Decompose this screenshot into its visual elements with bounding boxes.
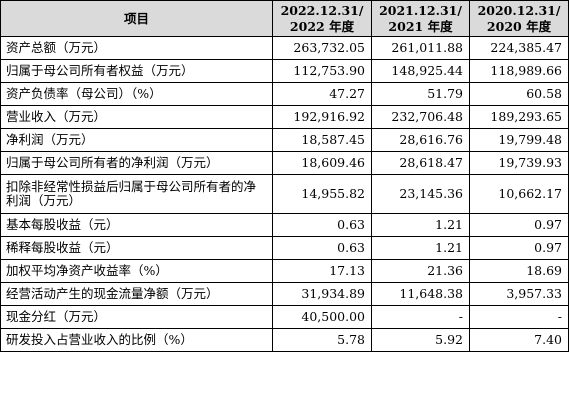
table-row: 稀释每股收益（元） 0.63 1.21 0.97 xyxy=(0,236,569,260)
row-value-2020: 19,799.48 xyxy=(469,128,569,152)
header-col-2020-date: 2020.12.31/ xyxy=(477,2,561,18)
row-value-2021: 23,145.36 xyxy=(371,174,470,214)
header-col-2020: 2020.12.31/ 2020 年度 xyxy=(469,0,569,37)
row-value-2020: 189,293.65 xyxy=(469,105,569,129)
row-label: 扣除非经常性损益后归属于母公司所有者的净利润（万元） xyxy=(0,174,273,214)
table-header-row: 项目 2022.12.31/ 2022 年度 2021.12.31/ 2021 … xyxy=(0,0,569,37)
table-row: 净利润（万元） 18,587.45 28,616.76 19,799.48 xyxy=(0,128,569,152)
row-value-2021: 11,648.38 xyxy=(371,282,470,306)
row-label: 基本每股收益（元） xyxy=(0,213,273,237)
table-row: 基本每股收益（元） 0.63 1.21 0.97 xyxy=(0,213,569,237)
row-value-2021: 261,011.88 xyxy=(371,36,470,60)
row-value-2022: 31,934.89 xyxy=(272,282,372,306)
row-value-2020: 7.40 xyxy=(469,328,569,352)
header-col-2022-date: 2022.12.31/ xyxy=(280,2,364,18)
row-value-2021: 1.21 xyxy=(371,213,470,237)
row-value-2020: 60.58 xyxy=(469,82,569,106)
table-row: 现金分红（万元） 40,500.00 - - xyxy=(0,305,569,329)
financial-summary-table: 项目 2022.12.31/ 2022 年度 2021.12.31/ 2021 … xyxy=(0,0,569,352)
row-value-2020: 18.69 xyxy=(469,259,569,283)
row-value-2021: 51.79 xyxy=(371,82,470,106)
row-value-2022: 18,587.45 xyxy=(272,128,372,152)
row-value-2022: 47.27 xyxy=(272,82,372,106)
row-value-2020: - xyxy=(469,305,569,329)
row-value-2022: 112,753.90 xyxy=(272,59,372,83)
row-value-2020: 10,662.17 xyxy=(469,174,569,214)
table-row: 资产负债率（母公司）（%） 47.27 51.79 60.58 xyxy=(0,82,569,106)
table-row: 营业收入（万元） 192,916.92 232,706.48 189,293.6… xyxy=(0,105,569,129)
row-value-2021: 21.36 xyxy=(371,259,470,283)
table-row: 归属于母公司所有者权益（万元） 112,753.90 148,925.44 11… xyxy=(0,59,569,83)
row-value-2021: 5.92 xyxy=(371,328,470,352)
row-value-2022: 192,916.92 xyxy=(272,105,372,129)
row-value-2021: 232,706.48 xyxy=(371,105,470,129)
row-label: 资产负债率（母公司）（%） xyxy=(0,82,273,106)
table-row: 研发投入占营业收入的比例（%） 5.78 5.92 7.40 xyxy=(0,328,569,352)
row-label: 经营活动产生的现金流量净额（万元） xyxy=(0,282,273,306)
row-value-2020: 3,957.33 xyxy=(469,282,569,306)
row-value-2020: 118,989.66 xyxy=(469,59,569,83)
row-value-2020: 19,739.93 xyxy=(469,151,569,175)
table-row: 资产总额（万元） 263,732.05 261,011.88 224,385.4… xyxy=(0,36,569,60)
header-col-2020-year: 2020 年度 xyxy=(486,18,552,34)
row-value-2021: 148,925.44 xyxy=(371,59,470,83)
row-label: 加权平均净资产收益率（%） xyxy=(0,259,273,283)
row-value-2022: 18,609.46 xyxy=(272,151,372,175)
row-label: 归属于母公司所有者的净利润（万元） xyxy=(0,151,273,175)
header-item: 项目 xyxy=(0,0,273,37)
row-label: 稀释每股收益（元） xyxy=(0,236,273,260)
row-value-2022: 5.78 xyxy=(272,328,372,352)
row-value-2022: 0.63 xyxy=(272,213,372,237)
row-value-2022: 17.13 xyxy=(272,259,372,283)
table-row: 经营活动产生的现金流量净额（万元） 31,934.89 11,648.38 3,… xyxy=(0,282,569,306)
row-value-2021: 1.21 xyxy=(371,236,470,260)
financial-table-container: 项目 2022.12.31/ 2022 年度 2021.12.31/ 2021 … xyxy=(0,0,569,352)
row-label: 归属于母公司所有者权益（万元） xyxy=(0,59,273,83)
header-col-2021: 2021.12.31/ 2021 年度 xyxy=(371,0,470,37)
row-value-2022: 14,955.82 xyxy=(272,174,372,214)
row-value-2020: 224,385.47 xyxy=(469,36,569,60)
row-label: 研发投入占营业收入的比例（%） xyxy=(0,328,273,352)
row-value-2021: - xyxy=(371,305,470,329)
row-value-2022: 40,500.00 xyxy=(272,305,372,329)
table-row: 扣除非经常性损益后归属于母公司所有者的净利润（万元） 14,955.82 23,… xyxy=(0,174,569,214)
table-row: 加权平均净资产收益率（%） 17.13 21.36 18.69 xyxy=(0,259,569,283)
row-label: 营业收入（万元） xyxy=(0,105,273,129)
row-value-2020: 0.97 xyxy=(469,236,569,260)
header-col-2021-year: 2021 年度 xyxy=(388,18,453,34)
row-value-2022: 263,732.05 xyxy=(272,36,372,60)
row-value-2022: 0.63 xyxy=(272,236,372,260)
header-col-2022-year: 2022 年度 xyxy=(289,18,355,34)
row-value-2021: 28,618.47 xyxy=(371,151,470,175)
row-value-2020: 0.97 xyxy=(469,213,569,237)
header-col-2021-date: 2021.12.31/ xyxy=(379,2,462,18)
table-row: 归属于母公司所有者的净利润（万元） 18,609.46 28,618.47 19… xyxy=(0,151,569,175)
row-label: 现金分红（万元） xyxy=(0,305,273,329)
row-label: 资产总额（万元） xyxy=(0,36,273,60)
row-label: 净利润（万元） xyxy=(0,128,273,152)
row-value-2021: 28,616.76 xyxy=(371,128,470,152)
header-col-2022: 2022.12.31/ 2022 年度 xyxy=(272,0,372,37)
